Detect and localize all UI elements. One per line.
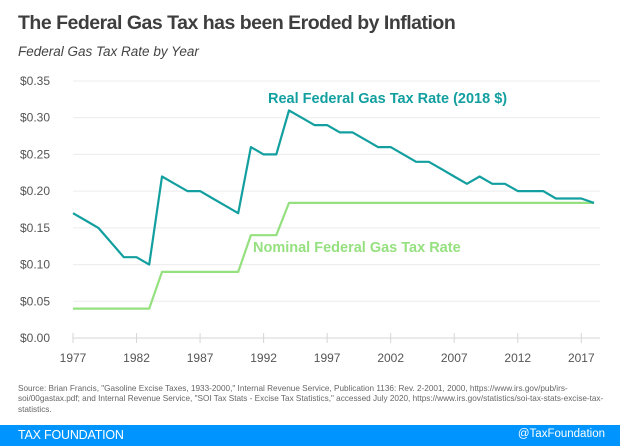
y-axis: $0.00 $0.05 $0.10 $0.15 $0.20 $0.25 $0.30 $0.35	[20, 74, 50, 345]
x-tick-label: 2012	[504, 351, 531, 365]
y-tick-label: $0.10	[20, 258, 50, 272]
x-tick-label: 1982	[123, 351, 150, 365]
x-tick-label: 1977	[60, 351, 87, 365]
gridlines	[73, 80, 600, 302]
y-tick-label: $0.05	[20, 294, 50, 308]
brand-name: TAX FOUNDATION	[18, 428, 124, 442]
real-rate-line	[72, 109, 595, 266]
y-tick-label: $0.15	[20, 221, 50, 235]
y-tick-label: $0.30	[20, 111, 50, 125]
chart-subtitle: Federal Gas Tax Rate by Year	[18, 44, 199, 59]
twitter-handle[interactable]: @TaxFoundation	[517, 428, 605, 440]
x-tick-label: 1992	[250, 351, 277, 365]
source-note: Source: Brian Francis, "Gasoline Excise …	[18, 384, 604, 414]
chart-title: The Federal Gas Tax has been Eroded by I…	[18, 12, 456, 34]
x-tick-label: 1997	[314, 351, 341, 365]
x-tick-label: 1987	[187, 351, 214, 365]
x-axis: 1977 1982 1987 1992 1997 2002 2007 2012 2017	[60, 333, 600, 365]
y-tick-label: $0.00	[20, 331, 50, 345]
nominal-rate-line	[73, 201, 594, 310]
x-tick-label: 2002	[377, 351, 404, 365]
x-tick-label: 2017	[568, 351, 595, 365]
real-series-label: Real Federal Gas Tax Rate (2018 $)	[268, 91, 507, 107]
line-chart: $0.00 $0.05 $0.10 $0.15 $0.20 $0.25 $0.30 $0.35…	[20, 74, 600, 365]
nominal-series-label: Nominal Federal Gas Tax Rate	[253, 240, 461, 256]
y-tick-label: $0.20	[20, 184, 50, 198]
y-tick-label: $0.25	[20, 147, 50, 161]
x-tick-label: 2007	[441, 351, 468, 365]
footer-bar: TAX FOUNDATION @TaxFoundation	[0, 425, 620, 446]
series-lines	[72, 109, 595, 310]
y-tick-label: $0.35	[20, 74, 50, 88]
